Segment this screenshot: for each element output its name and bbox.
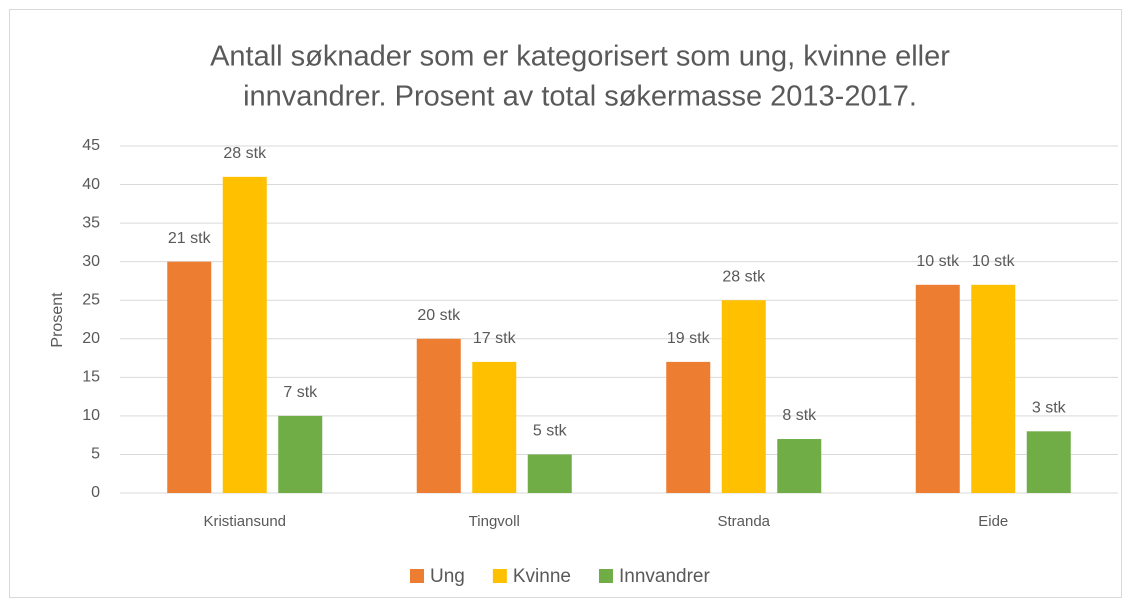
data-label: 17 stk [473, 330, 517, 347]
data-label: 20 stk [417, 307, 461, 324]
y-axis-label: Prosent [49, 292, 66, 348]
bar [666, 361, 711, 493]
bar [222, 176, 267, 493]
bar [416, 338, 461, 493]
data-label: 8 stk [782, 407, 817, 424]
chart-title: innvandrer. Prosent av total søkermasse … [243, 81, 917, 113]
data-label: 7 stk [283, 384, 318, 401]
y-tick-label: 25 [82, 291, 100, 308]
bar [915, 284, 960, 493]
y-tick-label: 0 [91, 484, 100, 501]
legend-label: Innvandrer [619, 566, 711, 587]
bar [472, 361, 517, 493]
legend-swatch [410, 569, 424, 583]
y-tick-label: 30 [82, 253, 100, 270]
bar [971, 284, 1016, 493]
legend-swatch [598, 569, 613, 583]
bar [777, 439, 822, 493]
legend-label: Kvinne [513, 566, 571, 587]
y-tick-label: 15 [82, 369, 100, 386]
y-tick-label: 40 [82, 176, 100, 193]
x-tick-label: Stranda [717, 513, 770, 530]
bar [167, 261, 212, 493]
y-tick-label: 10 [82, 407, 100, 424]
legend-label: Ung [430, 566, 465, 587]
data-label: 10 stk [972, 253, 1016, 270]
data-label: 10 stk [916, 253, 960, 270]
data-label: 28 stk [722, 268, 766, 285]
bar [527, 454, 572, 493]
bar [1026, 431, 1071, 493]
y-tick-label: 45 [82, 137, 100, 154]
bar [721, 300, 766, 493]
y-tick-label: 20 [82, 330, 100, 347]
bar [278, 415, 323, 493]
x-tick-label: Tingvoll [469, 513, 520, 530]
legend-swatch [492, 569, 507, 583]
chart-title: Antall søknader som er kategorisert som … [210, 41, 950, 73]
data-label: 21 stk [168, 230, 212, 247]
x-tick-label: Kristiansund [203, 513, 286, 530]
data-label: 19 stk [667, 330, 711, 347]
data-label: 3 stk [1032, 400, 1067, 417]
y-tick-label: 5 [91, 446, 100, 463]
y-tick-label: 35 [82, 214, 100, 231]
data-label: 5 stk [533, 423, 568, 440]
data-label: 28 stk [223, 145, 267, 162]
x-tick-label: Eide [978, 513, 1008, 530]
